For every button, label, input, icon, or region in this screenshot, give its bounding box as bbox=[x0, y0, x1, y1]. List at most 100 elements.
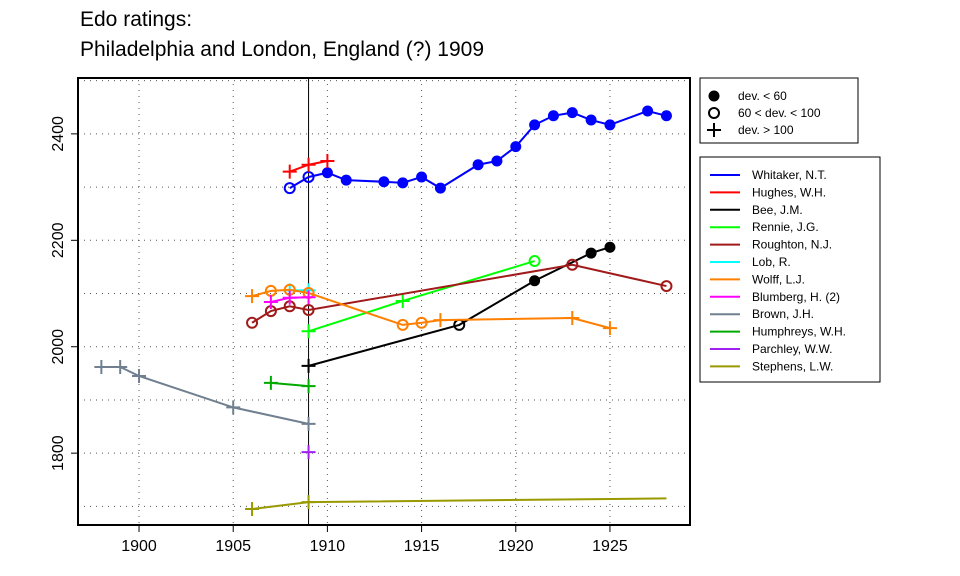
x-tick-label: 1910 bbox=[310, 538, 346, 555]
point-plus bbox=[320, 154, 335, 169]
point-filled bbox=[604, 119, 616, 131]
marker-legend-label: dev. < 60 bbox=[738, 89, 787, 103]
point-filled bbox=[321, 167, 333, 179]
x-tick-label: 1925 bbox=[592, 538, 628, 555]
legend-entry: Rennie, J.G. bbox=[752, 220, 819, 234]
point-open bbox=[246, 316, 259, 329]
point-plus bbox=[245, 502, 260, 517]
point-filled bbox=[434, 182, 446, 194]
series-bee-j-m- bbox=[301, 241, 616, 373]
point-filled bbox=[604, 241, 616, 253]
series-brown-j-h- bbox=[94, 359, 316, 431]
point-filled bbox=[529, 275, 541, 287]
point-plus bbox=[263, 295, 278, 310]
legend-entry: Whitaker, N.T. bbox=[752, 168, 827, 182]
y-tick-label: 2400 bbox=[50, 116, 67, 152]
legend-entry: Parchley, W.W. bbox=[752, 342, 832, 356]
legend-entry: Humphreys, W.H. bbox=[752, 325, 846, 339]
legend-entry: Stephens, L.W. bbox=[752, 359, 833, 373]
point-plus bbox=[433, 313, 448, 328]
point-plus bbox=[395, 293, 410, 308]
series-whitaker-n-t- bbox=[283, 105, 672, 195]
series-humphreys-w-h- bbox=[263, 375, 316, 394]
marker-legend-box bbox=[699, 77, 859, 144]
series-line bbox=[251, 288, 611, 330]
point-plus bbox=[301, 290, 316, 305]
point-filled bbox=[566, 107, 578, 119]
point-plus bbox=[565, 310, 580, 325]
series-roughton-n-j- bbox=[246, 258, 673, 329]
marker-legend: dev. < 60 60 < dev. < 100 dev. > 100 bbox=[699, 77, 859, 144]
series-stephens-l-w- bbox=[245, 495, 667, 517]
point-plus bbox=[602, 321, 617, 336]
point-open bbox=[283, 182, 296, 195]
legend-entry: Blumberg, H. (2) bbox=[752, 290, 840, 304]
point-filled bbox=[340, 174, 352, 186]
point-plus bbox=[263, 375, 278, 390]
legend-entry: Hughes, W.H. bbox=[752, 185, 826, 199]
point-plus bbox=[301, 416, 316, 431]
point-plus bbox=[113, 359, 128, 374]
legend-entry: Wolff, L.J. bbox=[752, 272, 805, 286]
x-tick-label: 1900 bbox=[121, 538, 157, 555]
point-open bbox=[302, 304, 315, 317]
legend-entry: Brown, J.H. bbox=[752, 307, 814, 321]
point-filled bbox=[378, 176, 390, 188]
series-legend: Whitaker, N.T. Hughes, W.H. Bee, J.M. Renni… bbox=[699, 156, 881, 383]
point-open bbox=[708, 107, 720, 119]
point-open bbox=[415, 316, 428, 329]
point-plus bbox=[282, 290, 297, 305]
x-tick-label: 1920 bbox=[498, 538, 534, 555]
point-open bbox=[302, 170, 315, 183]
point-plus bbox=[94, 359, 109, 374]
point-open bbox=[528, 255, 541, 268]
point-plus bbox=[301, 157, 316, 172]
point-plus bbox=[301, 379, 316, 394]
series-blumberg-h-2- bbox=[263, 290, 316, 310]
chart-title-line1: Edo ratings: bbox=[80, 8, 193, 31]
legend-entry: Roughton, N.J. bbox=[752, 238, 832, 252]
point-plus bbox=[282, 164, 297, 179]
marker-legend-label: 60 < dev. < 100 bbox=[738, 106, 821, 120]
point-filled bbox=[510, 141, 522, 153]
series-line bbox=[308, 260, 535, 333]
point-filled bbox=[642, 105, 654, 117]
point-plus bbox=[301, 445, 316, 460]
y-tick-label: 2000 bbox=[50, 329, 67, 365]
point-plus bbox=[301, 358, 316, 373]
y-tick-label: 1800 bbox=[50, 435, 67, 471]
point-open bbox=[660, 280, 673, 293]
x-tick-label: 1905 bbox=[215, 538, 251, 555]
series-line bbox=[251, 263, 667, 324]
series-parchley-w-w- bbox=[301, 445, 316, 460]
point-filled bbox=[491, 155, 503, 167]
marker-legend-label: dev. > 100 bbox=[738, 123, 794, 137]
point-filled bbox=[547, 110, 559, 122]
point-filled bbox=[585, 247, 597, 259]
point-filled bbox=[472, 159, 484, 171]
point-plus bbox=[132, 369, 147, 383]
x-tick-label: 1915 bbox=[404, 538, 440, 555]
point-open bbox=[566, 258, 579, 271]
point-plus bbox=[301, 324, 316, 339]
point-plus bbox=[707, 123, 721, 137]
point-open bbox=[396, 318, 409, 331]
point-plus bbox=[301, 495, 316, 510]
legend-entry: Bee, J.M. bbox=[752, 203, 803, 217]
point-plus bbox=[226, 400, 241, 415]
point-filled bbox=[585, 114, 597, 126]
point-filled bbox=[416, 171, 428, 183]
y-tick-label: 2200 bbox=[50, 222, 67, 258]
legend-entry: Lob, R. bbox=[752, 255, 791, 269]
point-filled bbox=[708, 90, 720, 102]
chart-title-line2: Philadelphia and London, England (?) 190… bbox=[80, 38, 484, 61]
series-line bbox=[251, 497, 667, 511]
point-filled bbox=[660, 110, 672, 122]
point-plus bbox=[245, 289, 260, 304]
point-filled bbox=[529, 119, 541, 131]
series-rennie-j-g- bbox=[301, 255, 541, 339]
series-hughes-w-h- bbox=[282, 154, 335, 179]
plot-frame bbox=[77, 77, 691, 526]
